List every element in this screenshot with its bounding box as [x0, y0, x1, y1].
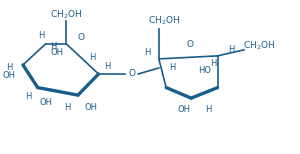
Text: $\mathregular{CH_2OH}$: $\mathregular{CH_2OH}$: [50, 8, 82, 21]
Text: H: H: [228, 45, 234, 54]
Text: H: H: [169, 63, 175, 72]
Text: H: H: [38, 31, 44, 40]
Text: H: H: [206, 105, 212, 114]
Text: OH: OH: [2, 71, 15, 80]
Text: H: H: [6, 63, 13, 72]
Text: H: H: [64, 103, 71, 112]
Text: OH: OH: [51, 48, 64, 57]
Text: OH: OH: [39, 98, 52, 107]
Text: HO: HO: [198, 66, 211, 75]
Text: H: H: [25, 92, 31, 101]
Text: OH: OH: [85, 103, 98, 112]
Text: O: O: [186, 40, 193, 49]
Text: H: H: [89, 53, 96, 62]
Text: H: H: [144, 48, 150, 57]
Text: OH: OH: [177, 105, 190, 114]
Text: O: O: [128, 69, 135, 79]
Text: O: O: [77, 33, 84, 42]
Text: H: H: [50, 42, 56, 51]
Text: H: H: [210, 59, 216, 68]
Text: $\mathregular{CH_2OH}$: $\mathregular{CH_2OH}$: [148, 15, 180, 27]
Text: H: H: [104, 62, 111, 71]
Text: $\mathregular{CH_2OH}$: $\mathregular{CH_2OH}$: [243, 39, 275, 52]
